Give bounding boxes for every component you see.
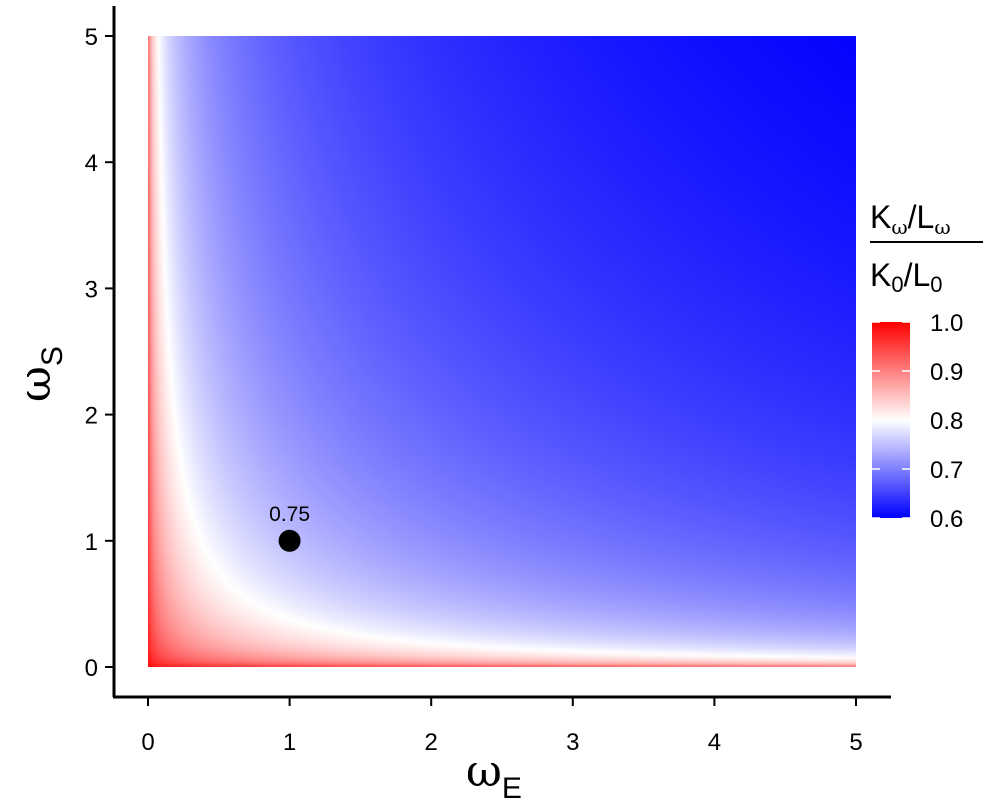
y-axis-subscript: S xyxy=(36,346,69,366)
annotation-label: 0.75 xyxy=(269,503,310,526)
legend-tick-label: 1.0 xyxy=(930,310,963,337)
x-tick-label: 2 xyxy=(425,729,438,756)
x-tick-label: 0 xyxy=(141,729,154,756)
y-axis-ticks: 0 1 2 3 4 5 xyxy=(85,24,114,682)
y-axis-title: ωS xyxy=(10,346,69,402)
x-tick-label: 4 xyxy=(708,729,721,756)
y-tick-label: 1 xyxy=(85,529,98,556)
legend-ticks: 1.0 0.9 0.8 0.7 0.6 xyxy=(872,310,963,533)
legend-tick-label: 0.6 xyxy=(930,506,963,533)
x-tick-label: 1 xyxy=(283,729,296,756)
legend-tick-label: 0.9 xyxy=(930,359,963,386)
annotation-point xyxy=(278,529,301,552)
legend-tick-label: 0.8 xyxy=(930,408,963,435)
x-axis-title: ωE xyxy=(466,746,522,803)
heatmap-surface xyxy=(148,36,856,667)
y-axis-symbol: ω xyxy=(10,366,61,402)
legend-title-numerator: Kω/Lω xyxy=(870,199,951,239)
legend-title-denominator: K0/L0 xyxy=(870,257,943,297)
x-tick-label: 3 xyxy=(566,729,579,756)
legend-tick-label: 0.7 xyxy=(930,457,963,484)
y-tick-label: 2 xyxy=(85,403,98,430)
x-axis-subscript: E xyxy=(502,772,522,803)
y-tick-label: 5 xyxy=(85,24,98,51)
y-tick-label: 3 xyxy=(85,276,98,303)
x-tick-label: 5 xyxy=(849,729,862,756)
y-tick-label: 4 xyxy=(85,150,98,177)
x-axis-symbol: ω xyxy=(466,746,502,797)
y-tick-label: 0 xyxy=(85,655,98,682)
x-axis-ticks: 0 1 2 3 4 5 xyxy=(141,697,863,756)
